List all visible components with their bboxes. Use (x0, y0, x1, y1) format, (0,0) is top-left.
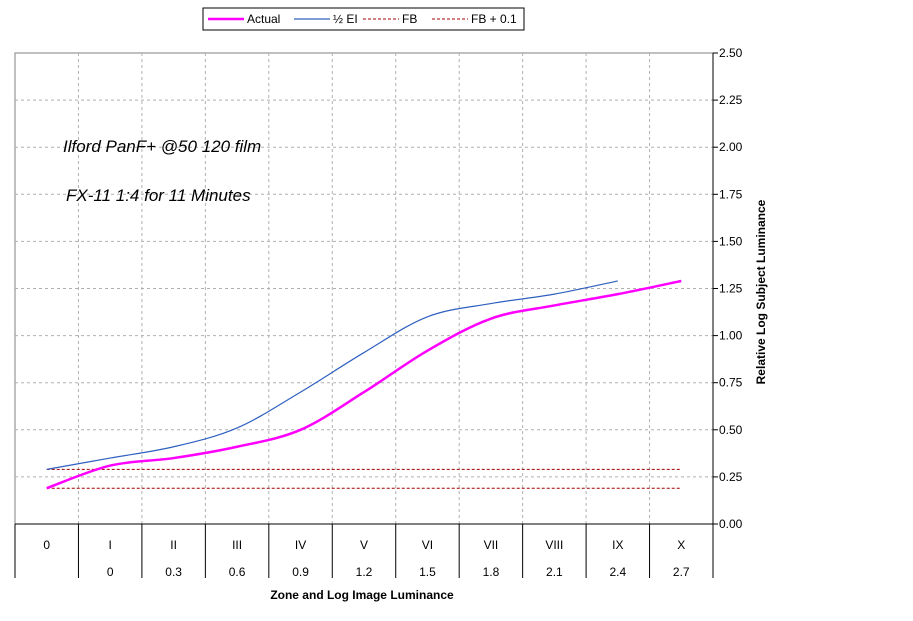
x-tick-label-zone: IX (612, 538, 623, 552)
x-tick-label-zone: III (232, 538, 242, 552)
x-axis-label: Zone and Log Image Luminance (270, 588, 454, 602)
x-tick-label-zone: VII (484, 538, 499, 552)
x-tick-label-log: 2.4 (609, 565, 626, 579)
y-axis: 0.00 0.25 0.50 0.75 1.00 1.25 1.50 1.75 2.00 2.25… (712, 46, 743, 531)
y-tick-label: 1.25 (719, 282, 743, 296)
legend-label: FB + 0.1 (471, 12, 517, 26)
y-axis-label: Relative Log Subject Luminance (754, 199, 768, 384)
y-tick-label: 0.75 (719, 376, 743, 390)
annotation-film: Ilford PanF+ @50 120 film (63, 137, 261, 156)
x-axis-table: 0 I II III IV V VI VII VIII IX X0 0.3 0.6 0.9 1.2 1.5 1.… (14, 523, 714, 579)
x-tick-label-zone: IV (295, 538, 306, 552)
legend-label: Actual (247, 12, 280, 26)
series-line-actual (46, 279, 682, 490)
y-tick-label: 0.00 (719, 517, 743, 531)
x-tick-label-log: 0.6 (229, 565, 246, 579)
x-tick-label-log: 1.8 (483, 565, 500, 579)
x-tick-label-log: 0 (107, 565, 114, 579)
x-tick-label-zone: I (109, 538, 112, 552)
y-tick-label: 1.50 (719, 234, 743, 248)
x-tick-label-log: 0.3 (165, 565, 182, 579)
annotation-developer: FX-11 1:4 for 11 Minutes (66, 186, 251, 205)
x-tick-label-zone: VI (422, 538, 433, 552)
x-tick-label-log: 2.7 (673, 565, 690, 579)
y-tick-label: 1.00 (719, 329, 743, 343)
series-line-ei (46, 280, 618, 470)
x-tick-label-zone: X (677, 538, 685, 552)
x-tick-label-zone: V (360, 538, 368, 552)
legend-label: FB (402, 12, 417, 26)
x-tick-label-log: 1.5 (419, 565, 436, 579)
y-tick-label: 2.50 (719, 46, 743, 60)
legend: Actual ½ EI FB FB + 0.1 (202, 7, 525, 31)
y-tick-label: 2.00 (719, 140, 743, 154)
gridlines (15, 53, 713, 524)
x-tick-label-log: 0.9 (292, 565, 309, 579)
y-tick-label: 2.25 (719, 93, 743, 107)
y-tick-label: 1.75 (719, 187, 743, 201)
x-tick-label-log: 2.1 (546, 565, 563, 579)
y-tick-label: 0.25 (719, 470, 743, 484)
x-tick-label-zone: 0 (43, 538, 50, 552)
x-tick-label-log: 1.2 (356, 565, 373, 579)
series-layer (46, 279, 682, 490)
y-tick-label: 0.50 (719, 423, 743, 437)
x-tick-label-zone: II (170, 538, 177, 552)
x-tick-label-zone: VIII (545, 538, 563, 552)
legend-label: ½ EI (333, 12, 358, 26)
